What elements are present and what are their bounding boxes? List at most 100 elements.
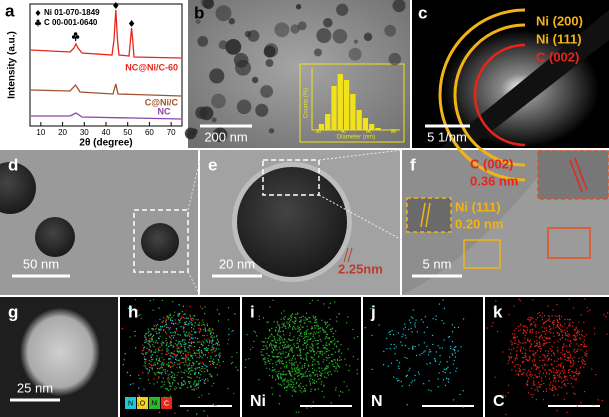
map-dot — [183, 358, 185, 360]
map-dot — [267, 360, 270, 363]
map-dot — [562, 365, 565, 367]
map-dot — [521, 352, 524, 354]
map-dot — [421, 352, 423, 355]
map-dot — [176, 359, 178, 362]
map-dot — [447, 381, 450, 383]
map-dot — [519, 370, 521, 372]
map-dot — [174, 353, 176, 356]
map-dot — [291, 387, 293, 389]
map-dot — [305, 345, 307, 347]
map-dot — [285, 389, 288, 391]
map-dot — [511, 333, 514, 335]
map-dot — [197, 383, 199, 386]
map-dot — [327, 354, 330, 356]
map-dot — [166, 351, 168, 353]
map-dot — [308, 365, 310, 368]
map-dot — [584, 298, 586, 300]
map-dot — [281, 323, 283, 325]
inset-box — [537, 150, 609, 200]
map-dot — [336, 360, 339, 362]
map-dot — [396, 380, 399, 382]
map-dot — [577, 374, 579, 376]
map-dot — [451, 353, 453, 355]
map-dot — [268, 354, 270, 357]
map-dot — [412, 380, 414, 382]
map-dot — [215, 350, 217, 352]
map-dot — [607, 312, 609, 314]
map-dot — [567, 333, 569, 335]
map-dot — [560, 330, 562, 332]
particle — [247, 29, 260, 42]
map-dot — [190, 342, 193, 344]
map-dot — [512, 337, 515, 339]
map-dot — [555, 326, 557, 328]
map-dot — [292, 382, 294, 384]
map-dot — [524, 337, 526, 339]
map-dot — [294, 369, 296, 371]
map-dot — [328, 306, 330, 309]
map-dot — [525, 349, 527, 351]
map-dot — [274, 356, 276, 358]
map-dot — [397, 365, 400, 367]
map-dot — [564, 379, 566, 381]
map-dot — [278, 355, 280, 358]
map-dot — [210, 375, 213, 377]
map-dot — [305, 358, 308, 360]
map-dot — [522, 360, 524, 363]
map-dot — [331, 328, 333, 330]
map-dot — [412, 309, 414, 311]
map-dot — [266, 321, 268, 324]
map-dot — [191, 326, 193, 329]
map-dot — [541, 312, 544, 314]
map-dot — [416, 331, 418, 333]
map-dot — [158, 368, 160, 370]
peak-symbol — [71, 32, 80, 41]
map-dot — [290, 373, 292, 376]
map-dot — [357, 336, 359, 338]
map-dot — [253, 330, 255, 332]
map-dot — [261, 348, 263, 351]
map-dot — [294, 323, 296, 325]
annotation: Ni (111) — [455, 199, 501, 214]
map-dot — [578, 321, 580, 323]
map-dot — [188, 371, 191, 373]
map-dot — [330, 373, 333, 376]
map-dot — [442, 299, 444, 301]
map-dot — [201, 351, 203, 353]
map-dot — [393, 376, 395, 378]
map-dot — [278, 337, 280, 339]
map-dot — [553, 380, 555, 382]
map-dot — [534, 389, 536, 391]
map-dot — [161, 371, 163, 374]
map-dot — [204, 364, 206, 367]
fringe-mark — [569, 159, 583, 193]
map-dot — [209, 373, 211, 375]
map-dot — [297, 312, 299, 314]
map-dot — [516, 336, 518, 338]
map-dot — [396, 359, 398, 361]
map-dot — [448, 378, 450, 380]
map-dot — [300, 387, 303, 389]
map-dot — [194, 325, 196, 327]
map-dot — [198, 327, 200, 329]
map-dot — [346, 385, 348, 387]
map-dot — [546, 320, 548, 322]
map-dot — [180, 362, 182, 364]
map-dot — [568, 351, 570, 353]
map-dot — [542, 323, 545, 325]
particle — [384, 24, 397, 37]
map-dot — [289, 362, 291, 364]
particle — [388, 52, 402, 66]
map-dot — [564, 359, 566, 361]
map-dot — [519, 299, 521, 302]
map-dot — [325, 377, 328, 379]
map-dot — [405, 375, 407, 377]
map-dot — [415, 319, 417, 321]
map-dot — [201, 365, 203, 368]
map-dot — [176, 350, 178, 352]
map-dot — [194, 337, 196, 339]
inset-histogram: 20 40 60 80 — [311, 68, 400, 135]
map-dot — [272, 344, 274, 346]
annotation: 0.20 nm — [455, 216, 503, 231]
map-dot — [233, 392, 235, 394]
